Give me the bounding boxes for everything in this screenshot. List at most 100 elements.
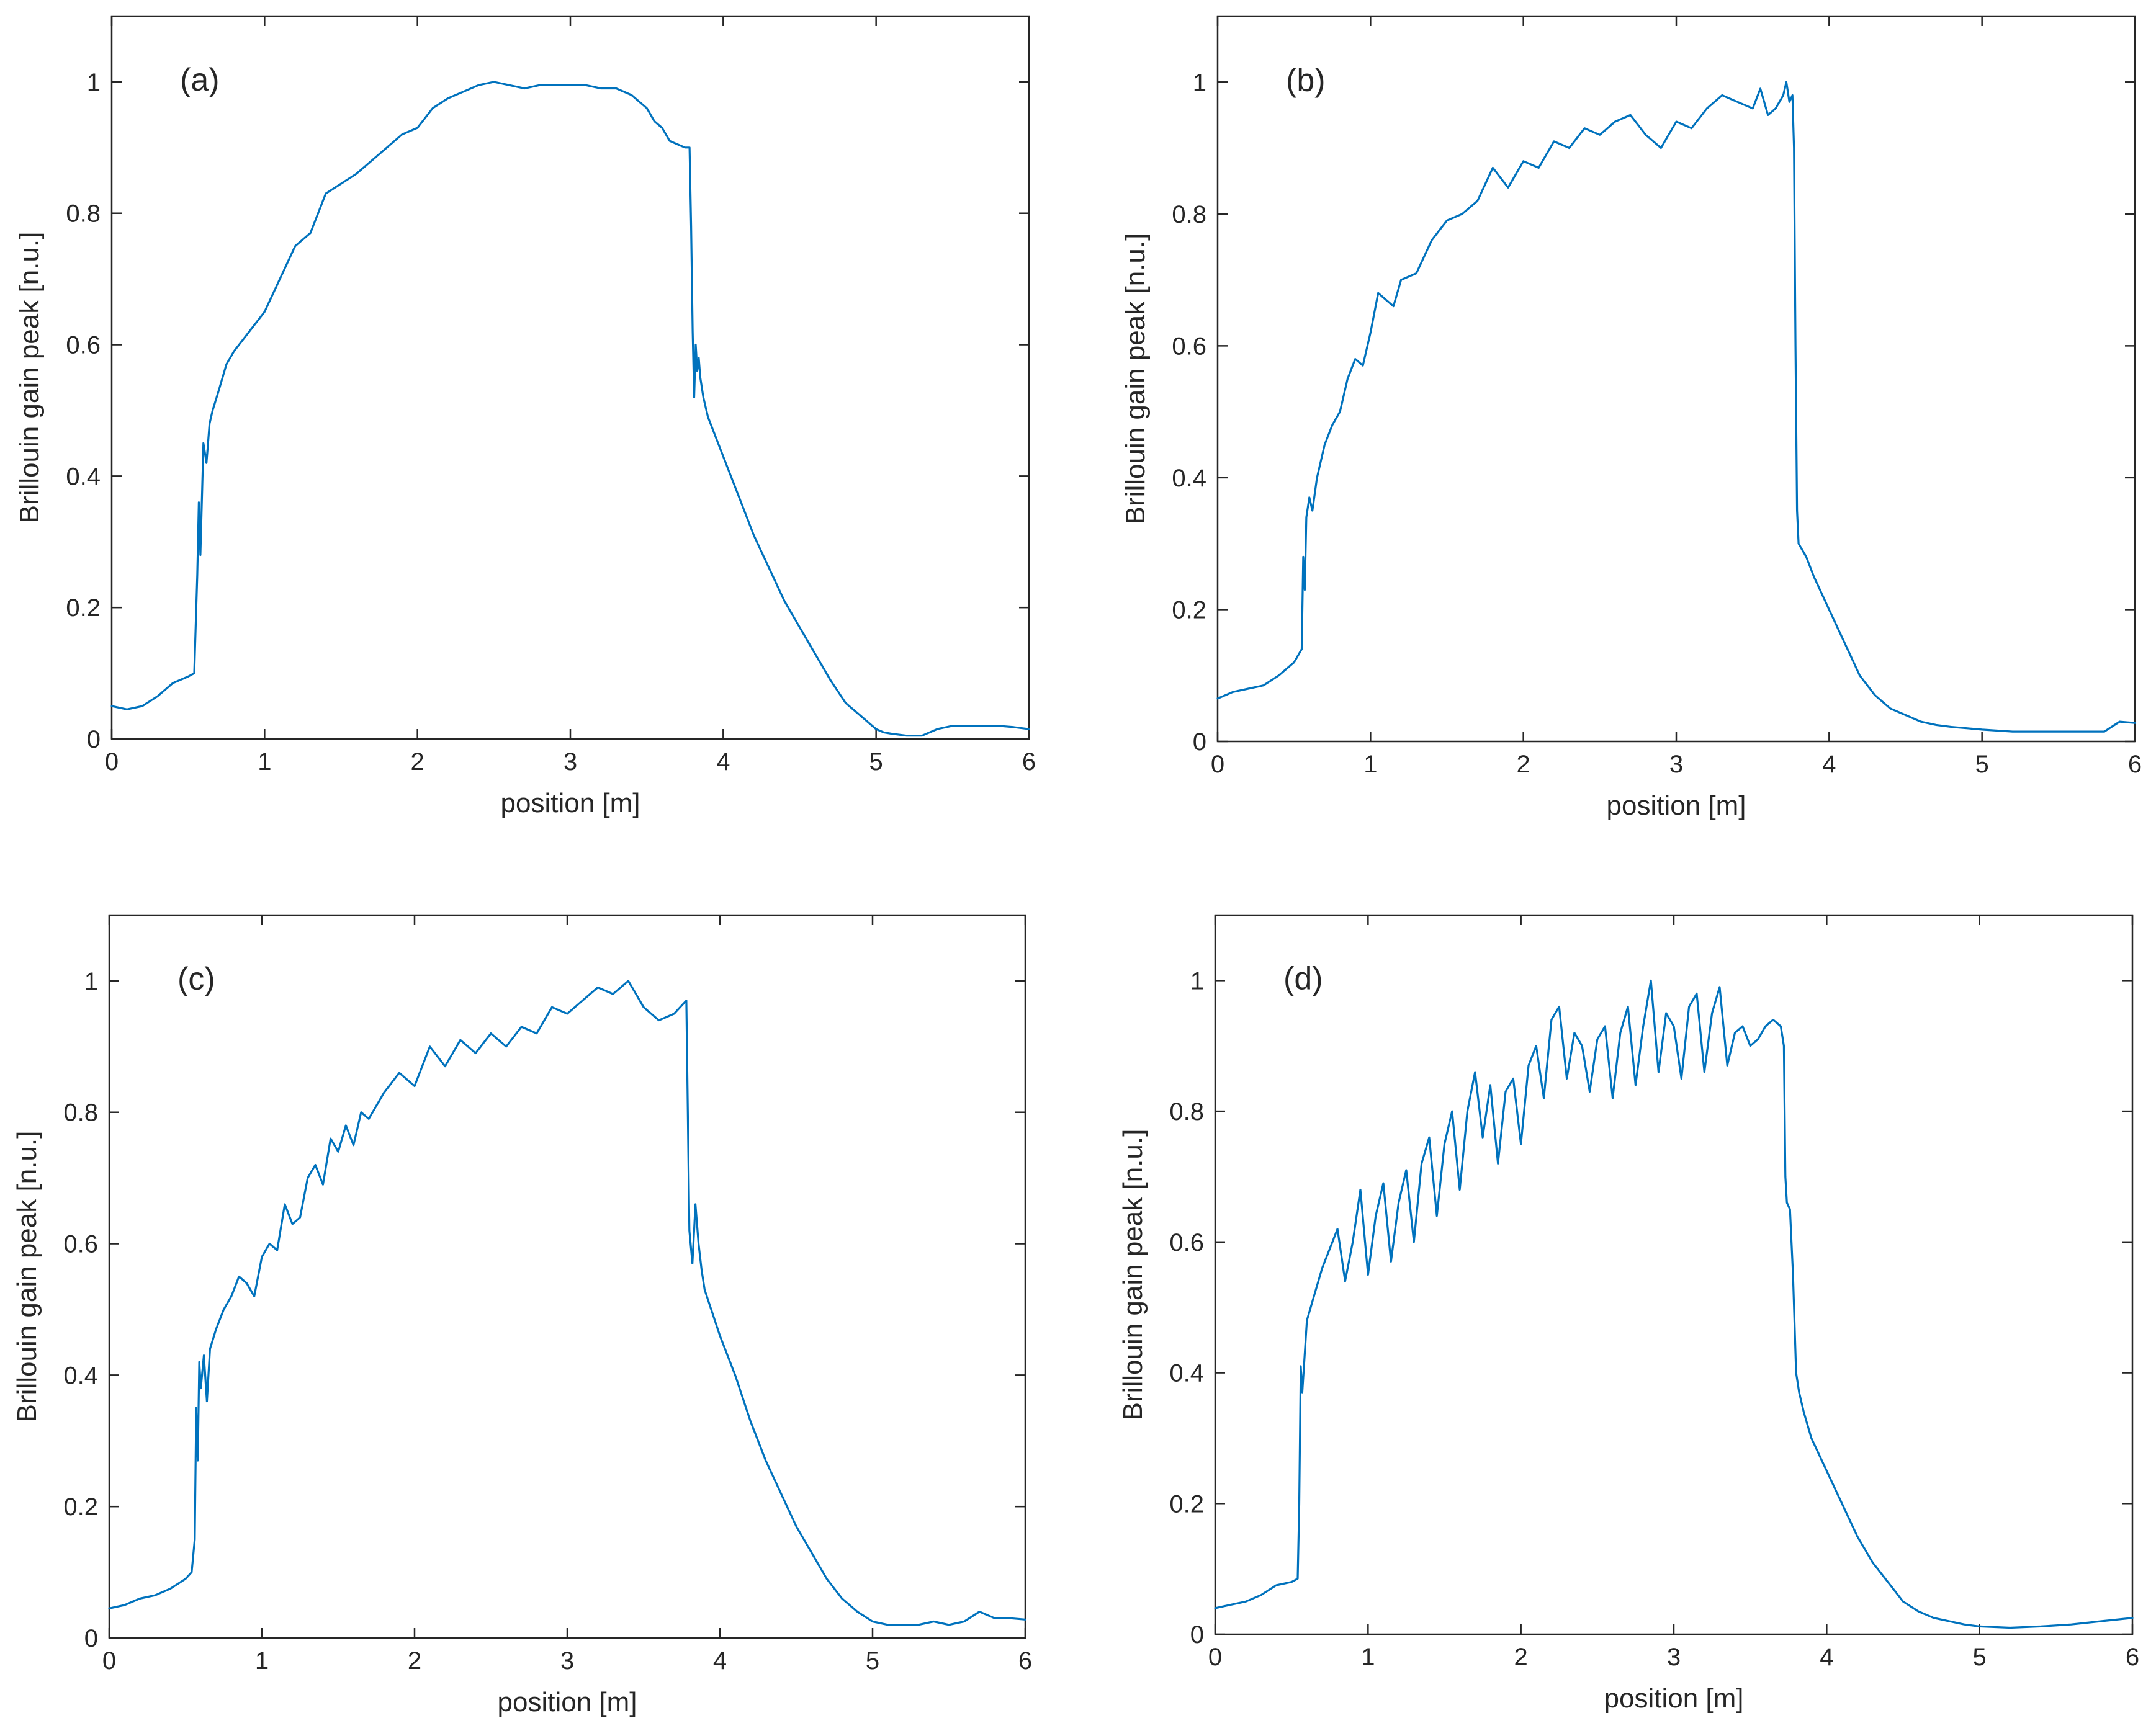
data-point xyxy=(1553,141,1555,142)
data-point xyxy=(139,1598,140,1600)
x-tick-label: 5 xyxy=(1975,751,1989,778)
data-point xyxy=(1792,94,1793,96)
data-point xyxy=(1321,1268,1323,1269)
data-point xyxy=(1013,727,1015,728)
data-point xyxy=(490,1032,492,1034)
data-point xyxy=(310,232,312,234)
data-point xyxy=(696,370,698,372)
data-point xyxy=(1528,1065,1529,1067)
data-point xyxy=(199,1361,200,1362)
x-tick-label: 1 xyxy=(258,748,271,776)
data-point xyxy=(191,1572,192,1573)
data-point xyxy=(1890,708,1891,709)
data-point xyxy=(1734,1032,1736,1034)
data-point xyxy=(1719,987,1720,988)
y-tick-label: 0 xyxy=(84,1625,98,1652)
data-point xyxy=(215,1328,217,1330)
y-tick-label: 0.2 xyxy=(63,1493,98,1521)
y-tick-label: 0 xyxy=(1190,1621,1204,1649)
data-point xyxy=(1462,213,1463,215)
data-point xyxy=(205,462,207,463)
data-point xyxy=(1948,1621,1950,1622)
data-point xyxy=(111,705,112,707)
x-tick-label: 6 xyxy=(1022,748,1036,776)
data-point xyxy=(198,501,200,503)
data-point xyxy=(1742,1026,1743,1027)
data-point xyxy=(1645,134,1646,136)
data-point xyxy=(676,143,678,145)
data-point xyxy=(796,1526,797,1527)
data-point xyxy=(1612,1098,1614,1099)
data-point xyxy=(1306,1320,1308,1322)
x-axis-label: position [m] xyxy=(1604,1683,1744,1714)
data-point xyxy=(126,709,128,710)
data-point xyxy=(330,1138,331,1139)
data-point xyxy=(1951,726,1952,728)
data-point xyxy=(690,226,692,227)
data-point xyxy=(1025,1619,1026,1621)
data-point xyxy=(414,1085,415,1087)
data-point xyxy=(172,682,174,684)
data-point xyxy=(1293,661,1295,663)
data-point xyxy=(1589,1091,1591,1093)
data-point xyxy=(1245,1601,1247,1603)
data-point xyxy=(616,87,617,89)
x-tick-label: 3 xyxy=(560,1647,574,1675)
y-axis-label: Brillouin gain peak [n.u.] xyxy=(1118,1129,1148,1421)
series-line xyxy=(110,81,1030,737)
x-tick-label: 0 xyxy=(105,748,119,776)
data-point xyxy=(654,120,655,122)
data-point xyxy=(1507,187,1509,189)
x-tick-label: 3 xyxy=(1667,1644,1681,1671)
data-point xyxy=(1352,1242,1354,1243)
data-point xyxy=(1301,648,1303,650)
data-point xyxy=(276,1250,278,1251)
data-point xyxy=(361,1111,362,1113)
data-point xyxy=(194,1539,195,1540)
data-point xyxy=(1406,1170,1407,1171)
data-point xyxy=(1309,497,1310,498)
data-point xyxy=(856,1611,858,1613)
data-point xyxy=(1522,161,1524,162)
y-tick-label: 0.6 xyxy=(63,1231,98,1258)
data-point xyxy=(253,1295,255,1297)
data-point xyxy=(1614,121,1616,122)
data-point xyxy=(902,1624,904,1626)
data-point xyxy=(1650,980,1651,982)
data-point xyxy=(765,1460,766,1461)
data-point xyxy=(631,94,632,96)
data-point xyxy=(1805,556,1807,558)
y-tick-label: 0.2 xyxy=(66,594,101,622)
data-point xyxy=(432,107,434,109)
data-point xyxy=(1362,365,1363,366)
data-point xyxy=(1459,1189,1460,1191)
data-point xyxy=(1301,1392,1303,1393)
data-point xyxy=(1859,674,1861,676)
axes-box xyxy=(1214,914,2134,1635)
data-point xyxy=(284,1204,285,1205)
data-point xyxy=(673,1013,675,1014)
data-point xyxy=(799,627,801,628)
data-point xyxy=(883,732,884,733)
data-point xyxy=(124,1604,125,1606)
y-tick-label: 0.4 xyxy=(63,1362,98,1389)
panel-label: (a) xyxy=(180,62,220,98)
data-point xyxy=(1477,200,1478,202)
data-point xyxy=(1566,1078,1568,1080)
data-point xyxy=(1793,147,1795,149)
data-point xyxy=(462,91,464,92)
data-point xyxy=(691,1263,693,1264)
data-point xyxy=(948,1624,950,1626)
data-point xyxy=(1229,1604,1231,1606)
x-axis-label: position [m] xyxy=(498,1687,637,1717)
data-point xyxy=(1691,127,1692,129)
data-point xyxy=(1635,1085,1637,1086)
data-point xyxy=(1706,108,1708,109)
data-point xyxy=(2010,1627,2011,1629)
data-point xyxy=(1722,94,1723,96)
data-point xyxy=(231,1295,232,1297)
data-point xyxy=(1535,1045,1537,1047)
data-point xyxy=(536,1032,537,1034)
y-tick-label: 0.2 xyxy=(1169,1490,1204,1518)
